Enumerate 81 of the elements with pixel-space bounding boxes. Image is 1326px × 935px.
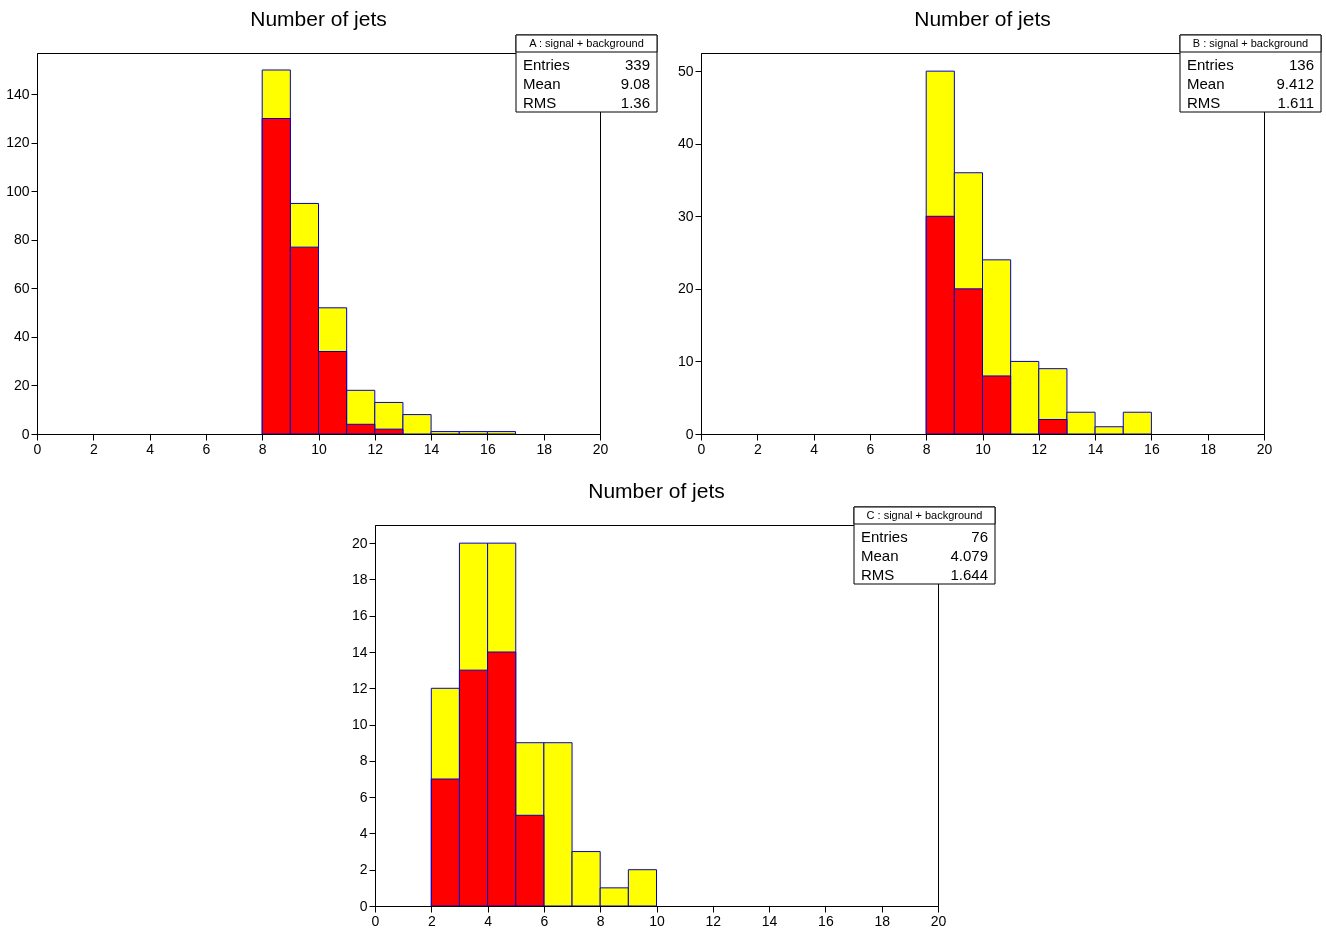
text: 1.611 (1277, 94, 1314, 111)
y-tick-label: 30 (677, 207, 694, 224)
text: 9.08 (620, 75, 650, 92)
text: 1.644 (950, 566, 988, 583)
chart-title: Number of jets (914, 6, 1051, 30)
y-tick-label: 4 (359, 824, 368, 841)
x-tick-label: 0 (697, 440, 706, 457)
x-tick-label: 16 (480, 440, 496, 457)
x-tick-label: 4 (146, 440, 155, 457)
y-tick-label: 0 (21, 425, 30, 442)
x-tick-label: 16 (818, 912, 834, 929)
x-tick-label: 20 (1256, 440, 1273, 457)
annotation: RMS (861, 566, 895, 583)
y-tick-label: 6 (359, 788, 368, 805)
y-tick-label: 50 (677, 62, 694, 79)
x-tick-label: 14 (423, 440, 440, 457)
x-tick-label: 14 (1087, 440, 1104, 457)
x-tick-label: 6 (202, 440, 211, 457)
x-tick-label: 18 (1200, 440, 1217, 457)
y-tick-label: 14 (351, 643, 368, 660)
y-tick-label: 0 (685, 425, 694, 442)
x-tick-label: 6 (540, 912, 549, 929)
y-tick-label: 80 (13, 231, 30, 248)
x-tick-label: 6 (866, 440, 875, 457)
text: 339 (624, 56, 650, 73)
text: 4.079 (950, 547, 988, 564)
x-tick-label: 14 (761, 912, 778, 929)
x-tick-label: 4 (484, 912, 493, 929)
text: A : signal + background (529, 36, 644, 49)
x-tick-label: 12 (705, 912, 722, 929)
x-tick-label: 2 (427, 912, 436, 929)
y-tick-label: 18 (351, 570, 368, 587)
x-tick-label: 18 (874, 912, 891, 929)
y-tick-label: 20 (677, 280, 694, 297)
y-tick-label: 60 (13, 279, 30, 296)
x-tick-label: 16 (1144, 440, 1160, 457)
y-tick-label: 16 (351, 607, 368, 624)
text: 136 (1288, 56, 1314, 73)
annotation: RMS (523, 94, 557, 111)
text: B : signal + background (1192, 36, 1309, 49)
x-tick-label: 8 (258, 440, 267, 457)
text: C : signal + background (866, 508, 983, 521)
y-tick-label: 140 (6, 85, 30, 102)
x-tick-label: 8 (596, 912, 605, 929)
text: 76 (971, 528, 988, 545)
x-tick-label: 2 (89, 440, 98, 457)
chart-title: Number of jets (250, 6, 387, 30)
annotation: Mean (523, 75, 561, 92)
y-tick-label: 20 (13, 376, 30, 393)
y-tick-label: 0 (359, 897, 368, 914)
y-tick-label: 12 (351, 679, 368, 696)
y-tick-label: 2 (359, 861, 368, 878)
y-tick-label: 40 (677, 135, 694, 152)
x-tick-label: 10 (649, 912, 665, 929)
x-tick-label: 0 (371, 912, 380, 929)
annotation: Mean (861, 547, 899, 564)
y-tick-label: 8 (359, 752, 368, 769)
y-tick-label: 100 (6, 182, 30, 199)
x-tick-label: 8 (922, 440, 931, 457)
x-tick-label: 0 (33, 440, 42, 457)
annotation: RMS (1187, 94, 1221, 111)
x-tick-label: 20 (930, 912, 947, 929)
annotation: Entries (523, 56, 570, 73)
text: 1.36 (620, 94, 650, 111)
y-tick-label: 10 (677, 352, 694, 369)
y-tick-label: 10 (351, 716, 368, 733)
chart-title: Number of jets (588, 478, 725, 502)
annotation: Entries (1187, 56, 1234, 73)
x-tick-label: 12 (1031, 440, 1048, 457)
text: 9.412 (1276, 75, 1314, 92)
annotation: Entries (861, 528, 908, 545)
y-tick-label: 20 (351, 534, 368, 551)
x-tick-label: 10 (311, 440, 327, 457)
annotation: Mean (1187, 75, 1225, 92)
x-tick-label: 18 (536, 440, 553, 457)
x-tick-label: 10 (975, 440, 991, 457)
x-tick-label: 2 (753, 440, 762, 457)
y-tick-label: 120 (6, 134, 30, 151)
x-tick-label: 4 (810, 440, 819, 457)
x-tick-label: 20 (592, 440, 609, 457)
y-tick-label: 40 (13, 328, 30, 345)
